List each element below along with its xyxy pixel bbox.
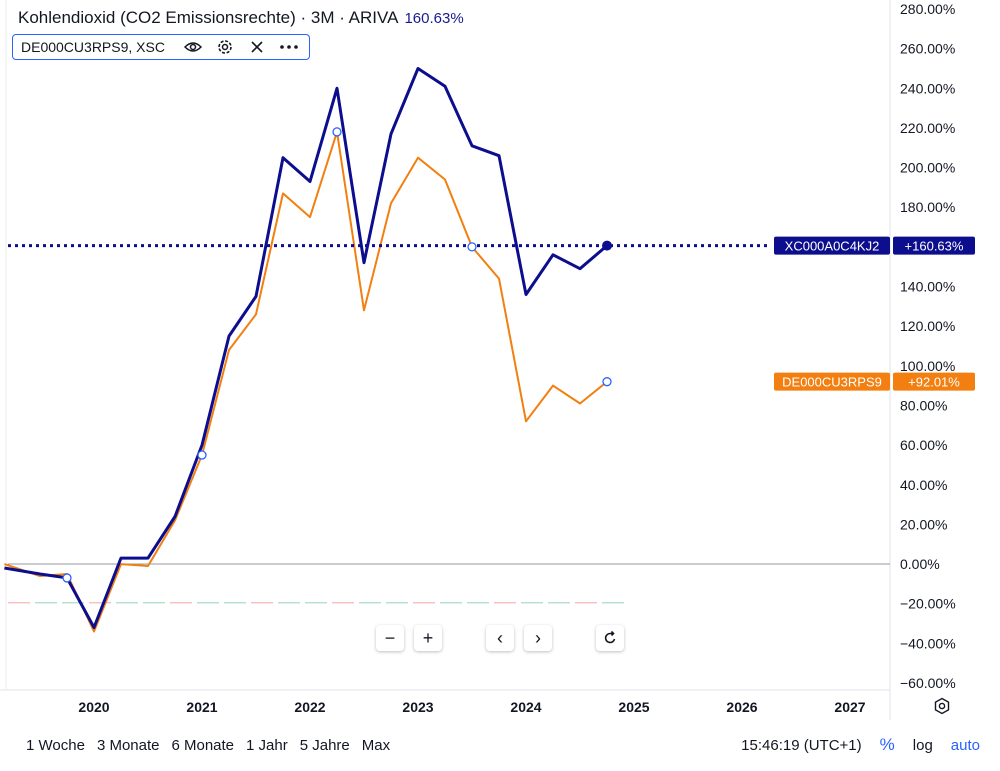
series-label-main-value-bg xyxy=(893,236,975,255)
series-line-compare xyxy=(4,130,608,633)
event-marker[interactable] xyxy=(332,127,342,137)
y-tick-label: 240.00% xyxy=(900,80,955,96)
reset-icon xyxy=(604,630,616,644)
y-tick-label: 220.00% xyxy=(900,120,955,136)
series-label-main-value: +160.63% xyxy=(905,239,964,254)
y-tick-label: 180.00% xyxy=(900,199,955,215)
series-end-marker-compare xyxy=(602,377,612,387)
zoom-out-button[interactable]: − xyxy=(376,625,404,651)
range-button-4[interactable]: 5 Jahre xyxy=(299,736,350,754)
nav-spacer xyxy=(452,625,476,651)
event-marker[interactable] xyxy=(62,573,72,583)
y-tick-label: 280.00% xyxy=(900,1,955,17)
series-label-compare-name: DE000CU3RPS9 xyxy=(782,375,882,390)
percent-toggle[interactable]: % xyxy=(879,735,895,754)
range-button-3[interactable]: 1 Jahr xyxy=(246,736,288,754)
x-tick-label: 2026 xyxy=(726,699,757,715)
gear-icon xyxy=(934,697,950,715)
y-tick-label: 100.00% xyxy=(900,358,955,374)
x-tick-label: 2020 xyxy=(78,699,109,715)
gear-icon[interactable] xyxy=(213,37,237,57)
y-tick-label: −60.00% xyxy=(900,675,956,691)
y-tick-label: −20.00% xyxy=(900,596,956,612)
bottom-toolbar: 1 Woche 3 Monate 6 Monate 1 Jahr 5 Jahre Max … xyxy=(0,725,1000,765)
compare-symbol-legend[interactable]: DE000CU3RPS9, XSC xyxy=(12,34,310,60)
compare-symbol: DE000CU3RPS9, XSC xyxy=(21,39,165,55)
y-tick-label: 40.00% xyxy=(900,477,947,493)
event-marker[interactable] xyxy=(197,450,207,460)
scroll-forward-button[interactable]: › xyxy=(524,625,552,651)
range-button-2[interactable]: 6 Monate xyxy=(171,736,235,754)
y-tick-label: −40.00% xyxy=(900,635,956,651)
event-marker[interactable] xyxy=(467,242,477,252)
time-display[interactable]: 15:46:19 (UTC+1) xyxy=(741,736,862,754)
range-button-5[interactable]: Max xyxy=(361,736,391,754)
price-change: 160.63% xyxy=(404,10,464,27)
y-tick-label: 80.00% xyxy=(900,397,947,413)
range-button-1[interactable]: 3 Monate xyxy=(96,736,160,754)
y-tick-label: 140.00% xyxy=(900,279,955,295)
x-tick-label: 2025 xyxy=(618,699,649,715)
chart-navigation: − + ‹ › xyxy=(376,625,624,651)
chart-title: Kohlendioxid (CO2 Emissionsrechte) · 3M … xyxy=(18,8,399,27)
y-tick-label: 60.00% xyxy=(900,437,947,453)
bottom-right-controls: 15:46:19 (UTC+1) % log auto xyxy=(741,725,980,765)
y-tick-label: 200.00% xyxy=(900,160,955,176)
series-line-main xyxy=(4,67,608,629)
x-tick-label: 2022 xyxy=(294,699,325,715)
range-button-0[interactable]: 1 Woche xyxy=(26,736,85,754)
reset-button[interactable] xyxy=(596,625,624,651)
series-label-compare-name-bg xyxy=(774,372,890,391)
close-icon[interactable] xyxy=(245,37,269,57)
auto-toggle[interactable]: auto xyxy=(950,736,980,754)
y-tick-label: 260.00% xyxy=(900,41,955,57)
x-tick-label: 2023 xyxy=(402,699,433,715)
zoom-in-button[interactable]: + xyxy=(414,625,442,651)
nav-spacer-2 xyxy=(562,625,586,651)
series-label-main-name: XC000A0C4KJ2 xyxy=(785,239,880,254)
scroll-back-button[interactable]: ‹ xyxy=(486,625,514,651)
series-label-compare-value: +92.01% xyxy=(908,375,960,390)
series-label-main-name-bg xyxy=(774,236,890,255)
axis-settings-button[interactable] xyxy=(930,694,954,718)
series-label-compare-value-bg xyxy=(893,372,975,391)
x-tick-label: 2027 xyxy=(834,699,865,715)
more-icon[interactable] xyxy=(277,37,301,57)
series-end-marker-main xyxy=(602,240,612,251)
x-tick-label: 2024 xyxy=(510,699,541,715)
y-tick-label: 0.00% xyxy=(900,556,940,572)
chart-title-bar: Kohlendioxid (CO2 Emissionsrechte) · 3M … xyxy=(18,8,464,28)
y-tick-label: 20.00% xyxy=(900,516,947,532)
log-toggle[interactable]: log xyxy=(912,736,933,754)
range-selector: 1 Woche 3 Monate 6 Monate 1 Jahr 5 Jahre Max xyxy=(8,736,390,754)
x-tick-label: 2021 xyxy=(186,699,217,715)
eye-icon[interactable] xyxy=(181,37,205,57)
y-tick-label: 120.00% xyxy=(900,318,955,334)
